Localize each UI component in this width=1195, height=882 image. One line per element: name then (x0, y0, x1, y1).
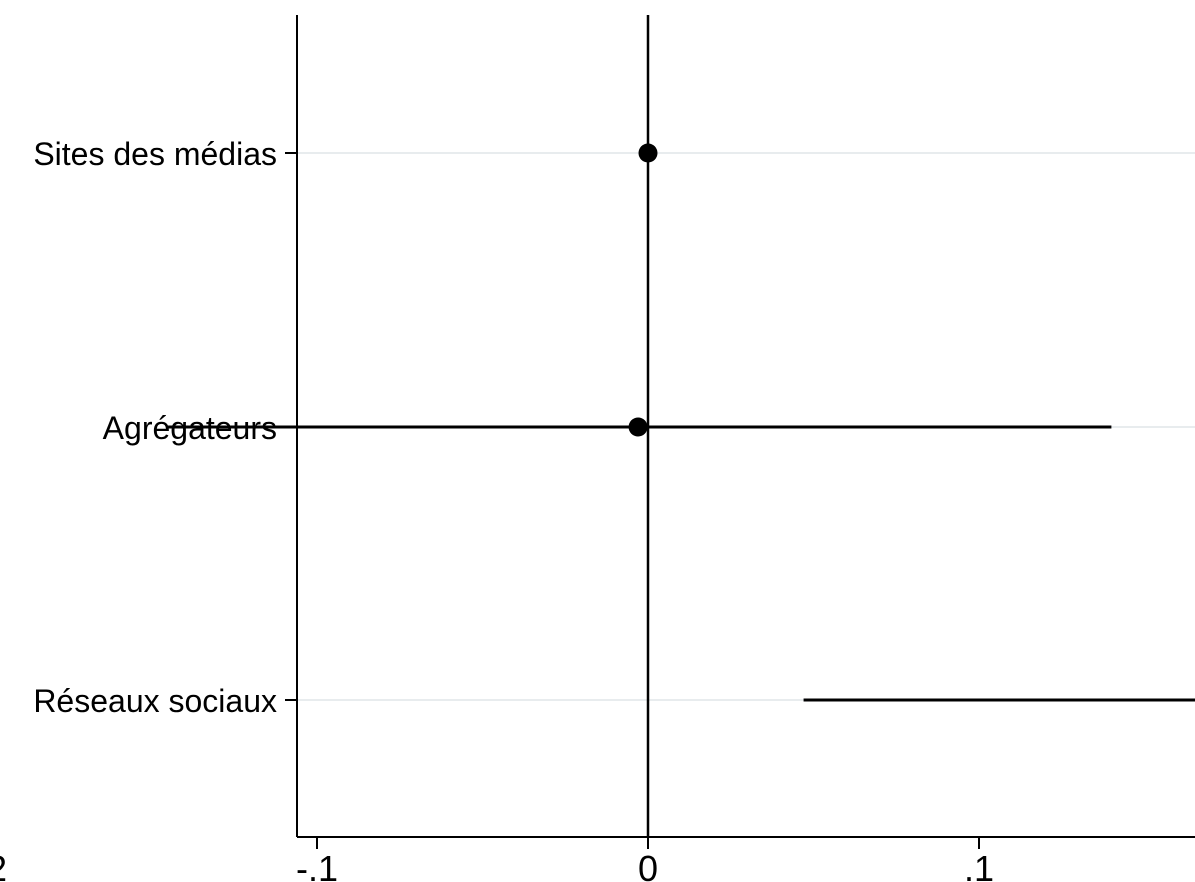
x-tick-label: -.1 (296, 848, 338, 882)
category-label: Agrégateurs (103, 410, 277, 446)
x-tick-label: -.2 (0, 848, 7, 882)
category-label: Réseaux sociaux (33, 683, 277, 719)
confidence-intervals (168, 425, 1195, 702)
point-estimates (628, 143, 658, 437)
labels: -.2-.10.1.2.3Sites des médiasAgrégateurs… (0, 136, 994, 882)
x-tick-label: .1 (964, 848, 994, 882)
category-label: Sites des médias (33, 136, 277, 172)
x-tick-label: 0 (638, 848, 658, 882)
point-estimate (628, 417, 648, 437)
point-estimate (638, 143, 658, 163)
